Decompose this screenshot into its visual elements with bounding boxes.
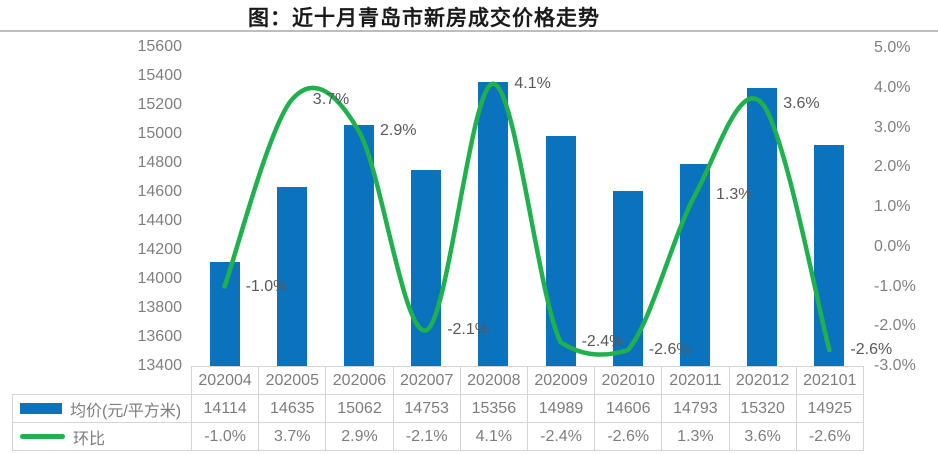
line-data-label-202012: 3.6% bbox=[783, 94, 820, 112]
price-bar-202011 bbox=[680, 164, 710, 366]
legend-label-mom-change: 环比 bbox=[73, 430, 106, 448]
left-axis-tick: 14800 bbox=[137, 154, 183, 171]
table-row-categories: 202004 202005 202006 202007 202008 202009 2020… bbox=[12, 366, 864, 395]
category-cell: 202007 bbox=[392, 366, 461, 395]
right-axis-tick: 5.0% bbox=[874, 39, 911, 56]
legend-cell-avg-price: 均价(元/平方米) bbox=[12, 394, 192, 423]
data-table: 202004 202005 202006 202007 202008 202009 2020… bbox=[12, 366, 864, 451]
price-bar-202012 bbox=[747, 87, 778, 366]
left-axis-tick: 13800 bbox=[137, 299, 183, 316]
price-bar-202009 bbox=[545, 135, 576, 366]
line-data-label-202010: -2.6% bbox=[648, 341, 691, 359]
category-cell: 202004 bbox=[190, 366, 260, 395]
pct-cell: 3.7% bbox=[258, 422, 327, 451]
right-axis-tick: 0.0% bbox=[874, 237, 911, 255]
category-cell: 202009 bbox=[526, 366, 596, 395]
title-divider bbox=[0, 30, 938, 32]
category-cell: 202010 bbox=[594, 366, 663, 395]
left-axis-tick: 14400 bbox=[137, 212, 183, 229]
price-bar-202007 bbox=[411, 169, 442, 366]
left-axis-tick: 13600 bbox=[137, 328, 183, 345]
left-axis-tick: 14000 bbox=[137, 270, 183, 287]
mom-change-line bbox=[222, 81, 832, 357]
right-percent-axis: 5.0% 4.0% 3.0% 2.0% 1.0% 0.0% -1.0% -2.0% -3.0% bbox=[874, 0, 938, 454]
line-data-label-202009: -2.4% bbox=[581, 333, 624, 351]
pct-cell: 3.6% bbox=[728, 422, 797, 451]
price-cell: 14753 bbox=[392, 394, 461, 423]
right-axis-tick: -2.0% bbox=[874, 317, 916, 335]
line-data-label-202011: 1.3% bbox=[716, 186, 753, 204]
right-axis-tick: 3.0% bbox=[874, 118, 911, 136]
price-cell: 14635 bbox=[258, 394, 327, 423]
line-legend-swatch-icon bbox=[20, 434, 65, 439]
price-cell: 15320 bbox=[728, 394, 797, 423]
left-axis-tick: 15600 bbox=[137, 38, 183, 55]
price-bar-202004 bbox=[209, 262, 240, 366]
left-axis-tick: 14200 bbox=[137, 241, 183, 258]
price-cell: 14925 bbox=[795, 394, 864, 423]
left-axis-tick: 15400 bbox=[137, 67, 183, 84]
table-corner-cell bbox=[12, 366, 192, 395]
line-data-label-202008: 4.1% bbox=[514, 74, 551, 92]
price-cell: 14606 bbox=[594, 394, 663, 423]
category-cell: 202008 bbox=[459, 366, 528, 395]
left-axis-tick: 14600 bbox=[137, 183, 183, 200]
legend-label-avg-price: 均价(元/平方米) bbox=[70, 402, 182, 420]
line-data-label-202101: -2.6% bbox=[850, 341, 893, 359]
pct-cell: -2.4% bbox=[526, 422, 596, 451]
pct-cell: 2.9% bbox=[325, 422, 394, 451]
right-axis-tick: 1.0% bbox=[874, 198, 911, 215]
table-row-avg-price: 均价(元/平方米) 14114 14635 15062 14753 15356 14989 1… bbox=[12, 394, 864, 423]
left-axis-tick: 15200 bbox=[137, 96, 183, 113]
table-row-mom-change: 环比 -1.0% 3.7% 2.9% -2.1% 4.1% -2.4% -2.6% 1.3% 3.… bbox=[12, 422, 864, 451]
price-bar-202006 bbox=[344, 125, 374, 366]
category-cell: 202101 bbox=[795, 366, 864, 395]
price-cell: 15356 bbox=[459, 394, 528, 423]
line-data-label-202007: -2.1% bbox=[447, 321, 489, 339]
category-cell: 202012 bbox=[728, 366, 797, 395]
price-cell: 14989 bbox=[526, 394, 596, 423]
line-data-label-202004: -1.0% bbox=[245, 277, 288, 295]
line-data-label-202005: 3.7% bbox=[312, 90, 350, 108]
left-axis-tick: 15000 bbox=[137, 125, 183, 142]
right-axis-tick: 2.0% bbox=[874, 158, 911, 176]
pct-cell: -2.1% bbox=[392, 422, 461, 451]
pct-cell: -2.6% bbox=[594, 422, 663, 451]
legend-cell-mom-change: 环比 bbox=[12, 422, 192, 451]
price-bar-202101 bbox=[814, 144, 845, 366]
bar-legend-swatch-icon bbox=[20, 403, 62, 414]
pct-cell: 1.3% bbox=[661, 422, 730, 451]
category-cell: 202011 bbox=[661, 366, 730, 395]
pct-cell: -1.0% bbox=[190, 422, 260, 451]
pct-cell: 4.1% bbox=[459, 422, 528, 451]
category-cell: 202006 bbox=[325, 366, 394, 395]
right-axis-tick: 4.0% bbox=[874, 78, 911, 96]
pct-cell: -2.6% bbox=[795, 422, 864, 451]
category-cell: 202005 bbox=[258, 366, 327, 395]
price-bar-202005 bbox=[276, 186, 307, 366]
right-axis-tick: -3.0% bbox=[874, 357, 916, 374]
line-data-label-202006: 2.9% bbox=[380, 122, 417, 140]
price-cell: 15062 bbox=[325, 394, 394, 423]
price-cell: 14114 bbox=[190, 394, 260, 423]
price-cell: 14793 bbox=[661, 394, 730, 423]
right-axis-tick: -1.0% bbox=[874, 277, 916, 295]
chart-title: 图：近十月青岛市新房成交价格走势 bbox=[248, 5, 600, 30]
